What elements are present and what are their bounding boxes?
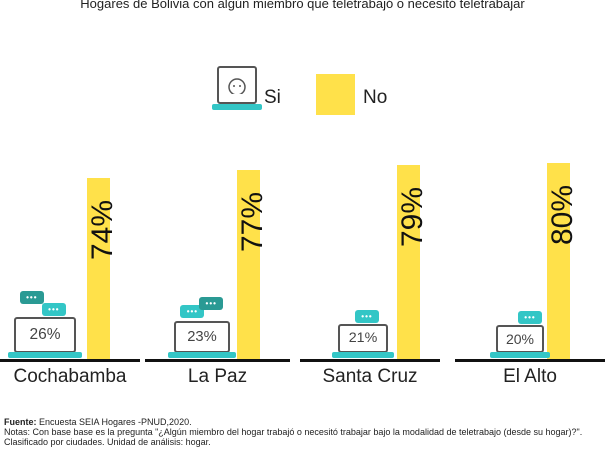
legend-si-label: Si	[264, 87, 281, 108]
axis-line	[300, 359, 440, 362]
category-label: La Paz	[187, 366, 248, 387]
notes-text: Notas: Con base base es la pregunta "¿Al…	[4, 427, 583, 447]
laptop-base	[331, 352, 395, 358]
source-label: Fuente:	[4, 417, 37, 427]
bar-no	[237, 170, 260, 359]
axis-line	[0, 359, 140, 362]
chat-bubble-icon: •••	[180, 304, 205, 318]
chat-bubble-icon: •••	[518, 311, 542, 324]
bar-no-label: 77%	[236, 192, 269, 253]
bar-no-label: 74%	[86, 199, 119, 260]
axis-line	[455, 359, 605, 362]
chat-bubble-icon: •••	[355, 309, 379, 323]
laptop-base	[7, 352, 83, 358]
category-label: Santa Cruz	[322, 366, 418, 387]
bar-no-label: 80%	[546, 184, 579, 245]
laptop-screen-si: 23%	[174, 320, 230, 353]
chat-bubble-icon: •••	[19, 290, 44, 304]
laptop-screen-si: 21%	[337, 323, 389, 353]
laptop-screen-si: 20%	[496, 325, 544, 353]
bar-no	[547, 163, 570, 359]
chat-bubble-icon: •••	[199, 296, 224, 310]
legend-laptop-base	[212, 104, 262, 110]
bar-no	[87, 177, 110, 359]
legend-no-label: No	[363, 87, 388, 108]
chart-title: Hogares de Bolivia con algún miembro que…	[80, 0, 525, 11]
footnotes: Fuente: Encuesta SEIA Hogares -PNUD,2020…	[4, 417, 605, 447]
legend-laptop-icon	[217, 66, 257, 104]
source-text: Encuesta SEIA Hogares -PNUD,2020.	[36, 417, 192, 427]
laptop-screen-si: 26%	[13, 316, 77, 353]
axis-line	[145, 359, 290, 362]
category-label: Cochabamba	[13, 366, 127, 387]
category-label: El Alto	[503, 366, 557, 387]
legend-no-swatch	[316, 74, 355, 115]
chat-bubble-icon: •••	[41, 302, 66, 316]
laptop-base	[490, 352, 550, 358]
laptop-base	[168, 352, 236, 358]
bar-no	[397, 165, 420, 359]
bar-no-label: 79%	[396, 187, 429, 248]
